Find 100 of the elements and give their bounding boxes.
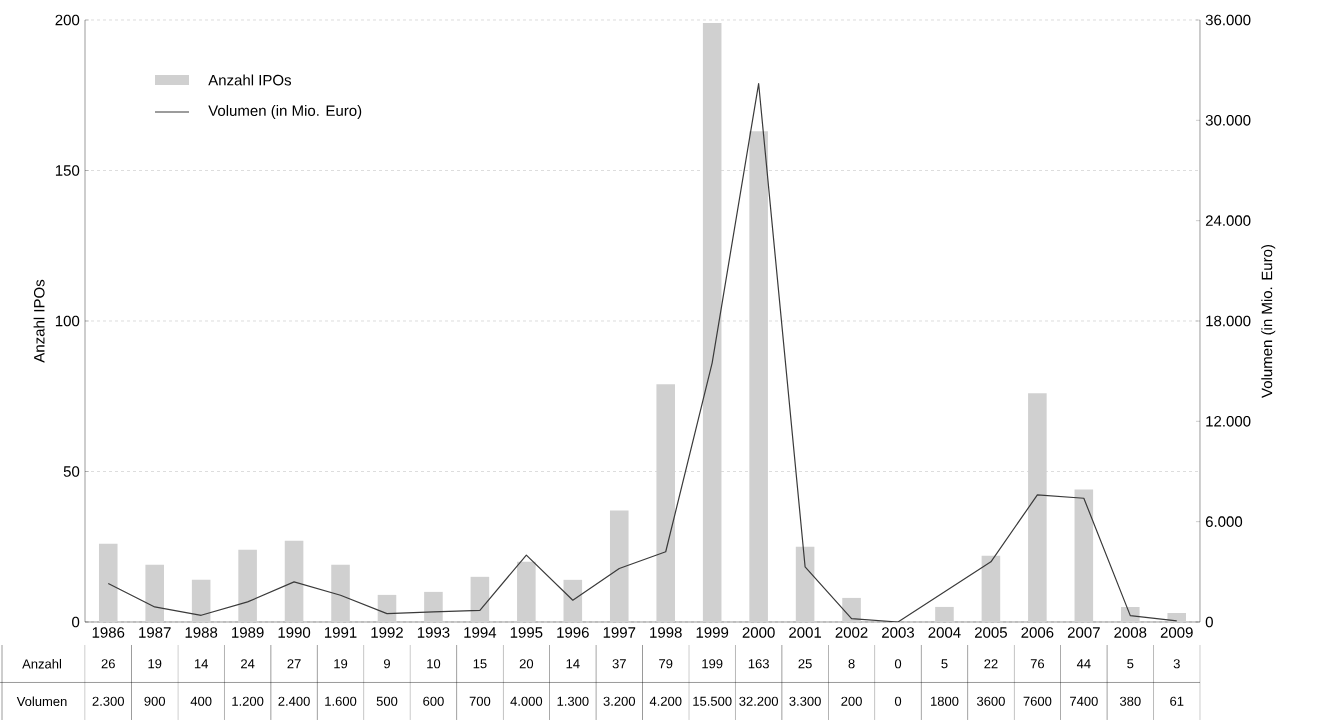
data-label: 1.600 — [325, 696, 357, 706]
bar — [517, 561, 536, 622]
data-label: 32.200 — [739, 696, 779, 706]
data-label: 14 — [566, 659, 580, 669]
y2-tick-label: 30.000 — [1205, 115, 1251, 126]
x-tick-label: 1988 — [185, 627, 218, 638]
y2-tick-label: 24.000 — [1205, 215, 1251, 226]
data-label: 15.500 — [693, 696, 732, 706]
x-tick-label: 1986 — [92, 627, 125, 638]
bar — [377, 594, 397, 622]
data-label: 22 — [984, 659, 998, 669]
x-tick-label: 2000 — [742, 627, 775, 638]
data-label: 20 — [519, 659, 534, 669]
data-label: 24 — [241, 659, 255, 669]
bar — [609, 510, 629, 622]
data-label: 700 — [469, 696, 491, 706]
x-tick-label: 2002 — [835, 627, 868, 638]
bar — [935, 606, 954, 622]
data-label: 1.300 — [557, 696, 589, 706]
y-tick-label: 200 — [55, 14, 80, 26]
data-label: 19 — [148, 659, 162, 669]
legend-label: Volumen (in Mio. Euro) — [208, 105, 362, 119]
data-label: 7600 — [1023, 696, 1052, 706]
bar — [331, 564, 350, 622]
data-label: 3600 — [976, 696, 1005, 706]
data-label: 3.200 — [603, 696, 636, 706]
bar — [145, 564, 164, 622]
data-label: 4.200 — [649, 696, 682, 706]
data-label: 79 — [659, 659, 673, 669]
data-label: 3.300 — [789, 696, 821, 706]
bar — [1028, 393, 1047, 622]
bar — [191, 579, 211, 622]
data-label: 199 — [702, 659, 723, 669]
bar — [702, 23, 722, 622]
x-tick-label: 2003 — [882, 627, 915, 638]
data-label: 14 — [194, 659, 209, 669]
data-label: 1.200 — [232, 696, 264, 706]
x-tick-label: 2006 — [1021, 627, 1054, 638]
bar — [1120, 606, 1140, 622]
data-label: 3 — [1173, 659, 1180, 669]
x-tick-label: 1995 — [510, 627, 543, 638]
data-label: 76 — [1030, 659, 1045, 669]
data-label: 4.000 — [510, 696, 543, 706]
y2-tick-label: 6.000 — [1205, 516, 1243, 527]
bar — [424, 591, 443, 622]
x-tick-label: 2008 — [1114, 627, 1147, 638]
data-label: 380 — [1119, 696, 1141, 706]
data-label: 26 — [101, 659, 115, 669]
text: Anzahl — [22, 658, 62, 669]
bar — [795, 546, 815, 622]
data-label: 44 — [1076, 659, 1091, 669]
data-label: 2.400 — [278, 696, 310, 706]
data-label: 1800 — [931, 696, 959, 706]
data-label: 61 — [1170, 696, 1184, 706]
data-label: 200 — [841, 696, 862, 706]
data-label: 25 — [798, 659, 812, 669]
y-axis-title: Anzahl IPOs — [33, 279, 45, 363]
data-label: 5 — [1127, 659, 1134, 669]
data-label: 7400 — [1070, 696, 1098, 706]
x-tick-label: 2005 — [974, 627, 1007, 638]
y-tick-label: 150 — [55, 165, 80, 176]
x-tick-label: 2001 — [789, 627, 822, 638]
data-label: 0 — [894, 696, 902, 706]
bar — [1074, 489, 1094, 622]
x-tick-label: 1987 — [139, 627, 171, 638]
y2-tick-label: 12.000 — [1206, 416, 1251, 427]
bar — [238, 549, 257, 622]
x-tick-label: 1996 — [557, 627, 589, 638]
data-label: 27 — [287, 659, 301, 669]
x-tick-label: 2004 — [928, 627, 961, 638]
data-label: 400 — [190, 696, 212, 706]
y2-tick-label: 36.000 — [1205, 14, 1251, 26]
x-tick-label: 1997 — [603, 627, 636, 638]
y-tick-label: 0 — [72, 616, 80, 628]
data-label: 10 — [427, 659, 441, 669]
data-label: 8 — [848, 659, 855, 669]
data-label: 500 — [376, 696, 398, 706]
x-tick-label: 1989 — [232, 627, 264, 638]
y-tick-label: 50 — [63, 466, 80, 477]
data-label: 600 — [423, 696, 444, 706]
legend-label: Anzahl IPOs — [208, 74, 292, 86]
data-label: 19 — [334, 659, 348, 669]
bar — [98, 543, 118, 622]
x-tick-label: 1991 — [324, 627, 357, 638]
x-tick-label: 1994 — [464, 627, 497, 638]
data-label: 0 — [894, 659, 902, 669]
x-tick-label: 1999 — [696, 627, 729, 638]
y2-axis-title: Volumen (in Mio. Euro) — [1261, 244, 1276, 398]
bar — [284, 540, 304, 622]
bar — [981, 555, 1001, 622]
text: Volumen — [16, 696, 67, 707]
y2-tick-label: 18.000 — [1206, 315, 1251, 327]
data-label: 15 — [473, 659, 487, 669]
bar — [1167, 612, 1187, 622]
bar — [563, 579, 583, 622]
x-tick-label: 2007 — [1067, 627, 1100, 638]
y2-tick-label: 0 — [1205, 616, 1213, 628]
data-label: 5 — [941, 659, 948, 669]
bar — [842, 597, 861, 622]
data-label: 900 — [144, 696, 166, 706]
